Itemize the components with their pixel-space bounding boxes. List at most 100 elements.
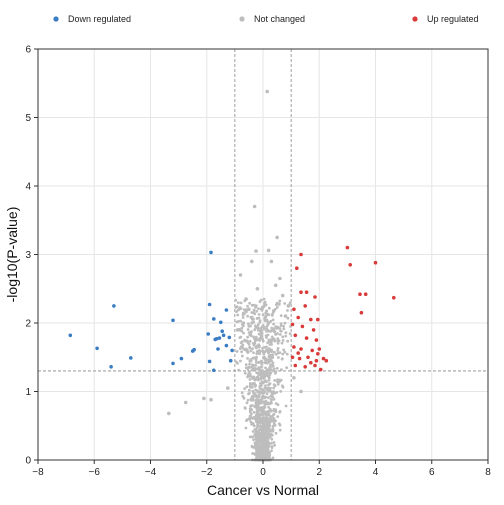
data-point-not-changed <box>257 446 261 450</box>
data-point-not-changed <box>246 375 250 379</box>
data-point-not-changed <box>268 387 271 390</box>
data-point-not-changed <box>263 300 267 304</box>
data-point-not-changed <box>250 386 254 389</box>
data-point-not-changed <box>270 365 274 368</box>
data-point-not-changed <box>260 362 264 366</box>
data-point-not-changed <box>244 297 248 301</box>
data-point-down <box>214 337 219 341</box>
data-point-not-changed <box>253 441 257 445</box>
data-point-up <box>304 290 309 295</box>
data-point-not-changed <box>254 430 258 434</box>
data-point-not-changed <box>267 424 270 428</box>
data-point-not-changed <box>260 381 263 385</box>
data-point-not-changed <box>279 314 283 317</box>
data-point-not-changed <box>249 404 253 408</box>
data-point-not-changed <box>270 445 274 448</box>
data-point-not-changed <box>285 352 289 356</box>
data-point-not-changed <box>261 439 264 442</box>
data-point-not-changed <box>243 338 247 342</box>
data-point-up <box>314 338 319 342</box>
data-point-not-changed <box>271 424 275 428</box>
data-point-up <box>316 352 320 356</box>
data-point-up <box>297 356 302 361</box>
data-point-up <box>309 360 313 365</box>
data-point-not-changed <box>252 204 257 209</box>
data-point-not-changed <box>264 384 267 388</box>
data-point-not-changed <box>272 322 275 326</box>
data-point-not-changed <box>255 309 259 313</box>
data-point-not-changed <box>274 371 277 375</box>
data-point-not-changed <box>288 301 292 305</box>
data-point-not-changed <box>244 426 248 430</box>
data-point-up <box>392 295 396 300</box>
x-tick-label: 6 <box>429 467 435 478</box>
data-point-not-changed <box>255 412 259 416</box>
data-point-not-changed <box>275 235 279 240</box>
data-point-up <box>313 363 317 368</box>
legend-label-down: Down regulated <box>68 14 131 24</box>
data-point-not-changed <box>247 388 251 392</box>
data-point-not-changed <box>250 396 254 399</box>
data-point-up <box>310 348 315 353</box>
data-point-not-changed <box>258 434 262 438</box>
data-point-not-changed <box>246 398 250 402</box>
data-point-not-changed <box>289 325 292 328</box>
data-points <box>68 89 396 462</box>
data-point-not-changed <box>265 411 268 415</box>
data-point-not-changed <box>264 366 267 370</box>
data-point-not-changed <box>246 304 250 308</box>
data-point-not-changed <box>267 419 271 423</box>
data-point-not-changed <box>258 417 261 420</box>
data-point-not-changed <box>248 301 252 305</box>
data-point-not-changed <box>254 358 258 362</box>
data-point-not-changed <box>246 314 250 318</box>
data-point-not-changed <box>263 315 267 319</box>
data-point-not-changed <box>255 352 259 356</box>
data-point-not-changed <box>276 378 279 382</box>
data-point-not-changed <box>262 448 266 451</box>
data-point-not-changed <box>266 333 270 337</box>
data-point-not-changed <box>279 322 283 325</box>
data-point-up <box>300 324 305 329</box>
data-point-not-changed <box>256 407 260 411</box>
data-point-not-changed <box>266 401 270 405</box>
data-point-not-changed <box>250 330 253 333</box>
x-tick-label: −8 <box>32 467 44 478</box>
data-point-not-changed <box>257 402 260 406</box>
data-point-not-changed <box>253 337 256 341</box>
data-point-not-changed <box>256 323 260 327</box>
data-point-not-changed <box>251 421 254 425</box>
data-point-up <box>345 245 350 250</box>
data-point-not-changed <box>266 454 269 458</box>
data-point-not-changed <box>252 438 256 442</box>
data-point-not-changed <box>245 347 248 351</box>
data-point-not-changed <box>253 405 257 409</box>
data-point-not-changed <box>235 310 238 314</box>
data-point-not-changed <box>265 421 269 425</box>
data-point-not-changed <box>255 426 259 429</box>
data-point-not-changed <box>273 350 276 354</box>
data-point-up <box>299 347 303 351</box>
data-point-not-changed <box>245 309 248 313</box>
data-point-not-changed <box>262 377 266 380</box>
data-point-down <box>192 347 196 352</box>
data-point-not-changed <box>247 307 251 312</box>
data-point-not-changed <box>235 350 239 353</box>
data-point-not-changed <box>266 329 270 333</box>
data-point-not-changed <box>264 303 268 307</box>
data-point-not-changed <box>245 339 249 343</box>
data-point-not-changed <box>259 329 262 333</box>
data-point-not-changed <box>278 333 282 336</box>
data-point-not-changed <box>246 351 250 354</box>
data-point-not-changed <box>269 408 272 411</box>
data-point-not-changed <box>240 340 244 344</box>
y-tick-label: 4 <box>25 182 31 193</box>
data-point-not-changed <box>244 363 248 366</box>
data-point-not-changed <box>278 410 282 414</box>
data-point-up <box>293 363 298 368</box>
data-point-down <box>219 320 223 325</box>
data-point-up <box>317 347 322 351</box>
data-point-not-changed <box>248 366 252 369</box>
data-point-not-changed <box>250 259 254 264</box>
